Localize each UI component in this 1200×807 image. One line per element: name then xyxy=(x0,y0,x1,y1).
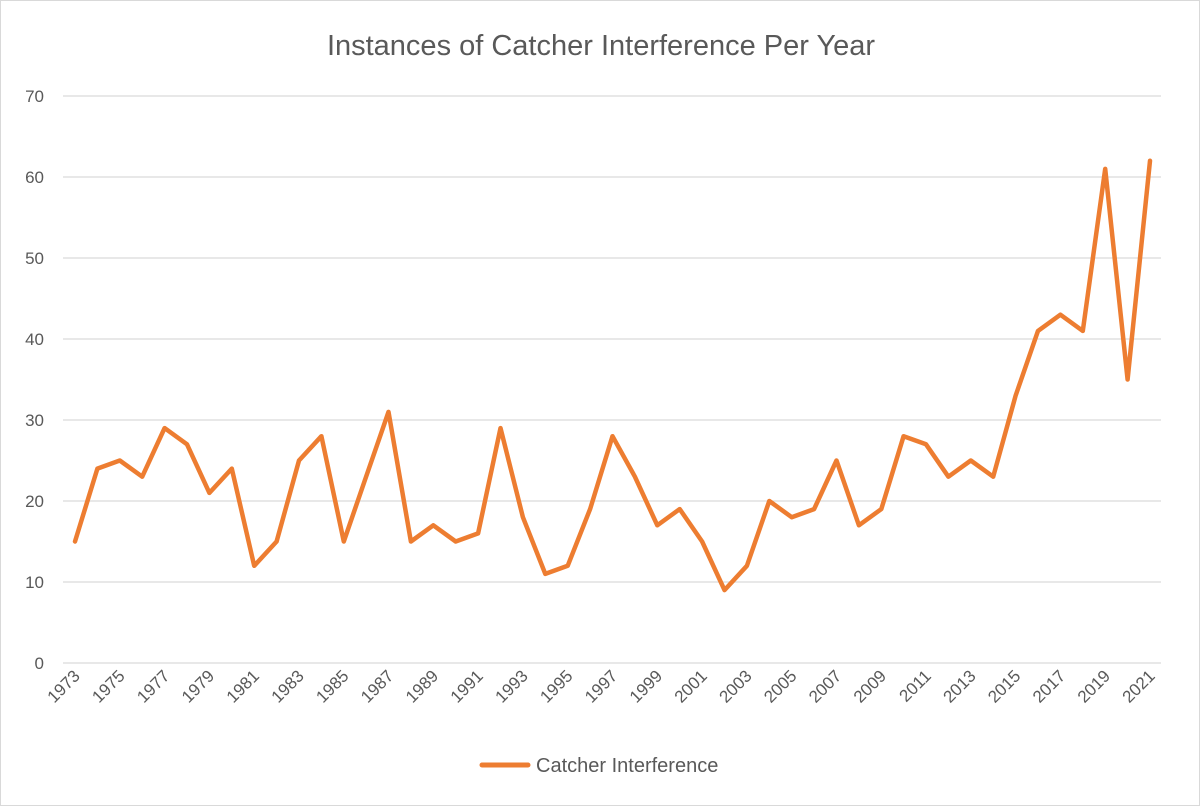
y-tick-label: 20 xyxy=(25,492,44,511)
y-tick-label: 10 xyxy=(25,573,44,592)
grid-lines xyxy=(63,95,1161,664)
x-tick-label: 1985 xyxy=(312,666,352,706)
series-layer xyxy=(72,158,1153,593)
x-tick-label: 2007 xyxy=(805,666,845,706)
x-tick-label: 2011 xyxy=(896,666,935,705)
x-tick-label: 2015 xyxy=(984,666,1024,706)
x-tick-label: 1995 xyxy=(536,666,576,706)
x-tick-label: 1979 xyxy=(178,666,218,706)
y-tick-label: 30 xyxy=(25,411,44,430)
x-tick-label: 1977 xyxy=(133,666,173,706)
x-tick-label: 1975 xyxy=(88,666,128,706)
x-tick-label: 1973 xyxy=(44,666,84,706)
series-line-catcher-interference xyxy=(72,158,1153,593)
y-tick-label: 0 xyxy=(35,654,44,673)
x-tick-label: 2013 xyxy=(939,666,979,706)
x-tick-label: 1997 xyxy=(581,666,621,706)
x-axis-tick-labels: 1973 1975 1977 1979 1981 1983 1985 1987 1989 1991… xyxy=(44,666,1159,706)
y-tick-label: 60 xyxy=(25,168,44,187)
x-tick-label: 1981 xyxy=(223,666,263,706)
y-axis-tick-labels: 0 10 20 30 40 50 60 70 xyxy=(25,87,44,673)
y-tick-label: 40 xyxy=(25,330,44,349)
x-tick-label: 1999 xyxy=(626,666,666,706)
x-tick-label: 2005 xyxy=(760,666,800,706)
y-tick-label: 50 xyxy=(25,249,44,268)
legend: Catcher Interference xyxy=(479,755,718,777)
x-tick-label: 1991 xyxy=(447,666,487,706)
x-tick-label: 2019 xyxy=(1074,666,1114,706)
y-tick-label: 70 xyxy=(25,87,44,106)
x-tick-label: 2017 xyxy=(1029,666,1069,706)
x-tick-label: 2009 xyxy=(850,666,890,706)
x-tick-label: 1993 xyxy=(492,666,532,706)
legend-label-catcher-interference: Catcher Interference xyxy=(536,755,718,777)
x-tick-label: 2021 xyxy=(1119,666,1159,706)
x-tick-label: 1989 xyxy=(402,666,442,706)
x-tick-label: 1983 xyxy=(268,666,308,706)
x-tick-label: 1987 xyxy=(357,666,397,706)
chart-title: Instances of Catcher Interference Per Ye… xyxy=(327,30,875,62)
x-tick-label: 2003 xyxy=(716,666,756,706)
x-tick-label: 2001 xyxy=(671,666,711,706)
